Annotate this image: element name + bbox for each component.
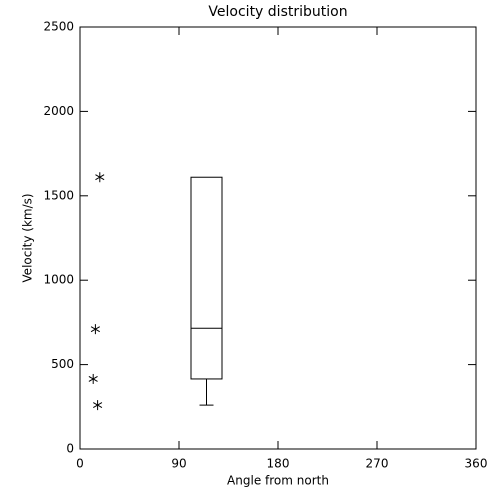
asterisk-point (88, 373, 98, 384)
y-tick-label: 2000 (43, 104, 74, 118)
chart-title: Velocity distribution (208, 4, 347, 20)
x-tick-label: 180 (267, 457, 290, 471)
asterisk-point (95, 172, 105, 183)
y-tick-label: 1000 (43, 273, 74, 287)
y-tick-label: 2500 (43, 20, 74, 34)
asterisk-point (93, 400, 103, 411)
asterisk-stroke (88, 376, 98, 382)
y-axis-label: Velocity (km/s) (21, 193, 35, 282)
x-tick-label: 0 (76, 457, 84, 471)
asterisk-stroke (93, 402, 103, 409)
x-axis-label: Angle from north (227, 474, 329, 488)
x-tick-label: 360 (465, 457, 488, 471)
y-tick-label: 0 (66, 442, 74, 456)
y-tick-label: 500 (51, 357, 74, 371)
asterisk-point (90, 324, 100, 335)
asterisk-stroke (95, 174, 105, 181)
x-tick-label: 90 (171, 457, 186, 471)
asterisk-stroke (90, 326, 100, 333)
y-tick-label: 1500 (43, 188, 74, 202)
x-tick-label: 270 (366, 457, 389, 471)
